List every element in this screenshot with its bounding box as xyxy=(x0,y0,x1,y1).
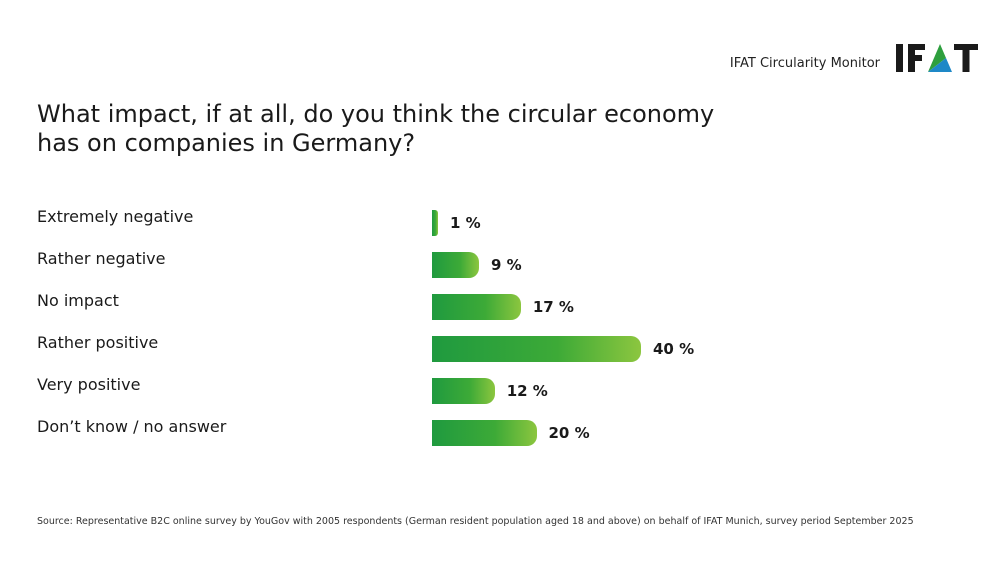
value-label: 17 % xyxy=(532,298,574,316)
source-note: Source: Representative B2C online survey… xyxy=(37,516,914,527)
bar xyxy=(432,210,438,236)
category-label: Rather negative xyxy=(37,249,166,268)
brand-header: IFAT Circularity Monitor xyxy=(730,38,980,78)
chart-title: What impact, if at all, do you think the… xyxy=(37,100,715,157)
monitor-label: IFAT Circularity Monitor xyxy=(729,55,880,71)
bar xyxy=(432,420,537,446)
value-label: 9 % xyxy=(491,256,522,274)
category-label: Don’t know / no answer xyxy=(37,417,227,436)
category-label: Extremely negative xyxy=(37,207,194,226)
bar xyxy=(432,252,480,278)
value-label: 20 % xyxy=(548,424,590,442)
bar xyxy=(432,336,641,362)
category-label: Very positive xyxy=(37,375,141,394)
bar xyxy=(432,378,495,404)
value-label: 1 % xyxy=(450,214,481,232)
bar xyxy=(432,294,521,320)
value-label: 40 % xyxy=(653,340,695,358)
category-label: No impact xyxy=(37,291,119,310)
value-label: 12 % xyxy=(506,382,548,400)
category-label: Rather positive xyxy=(37,333,159,352)
ifat-logo-icon xyxy=(896,44,978,72)
